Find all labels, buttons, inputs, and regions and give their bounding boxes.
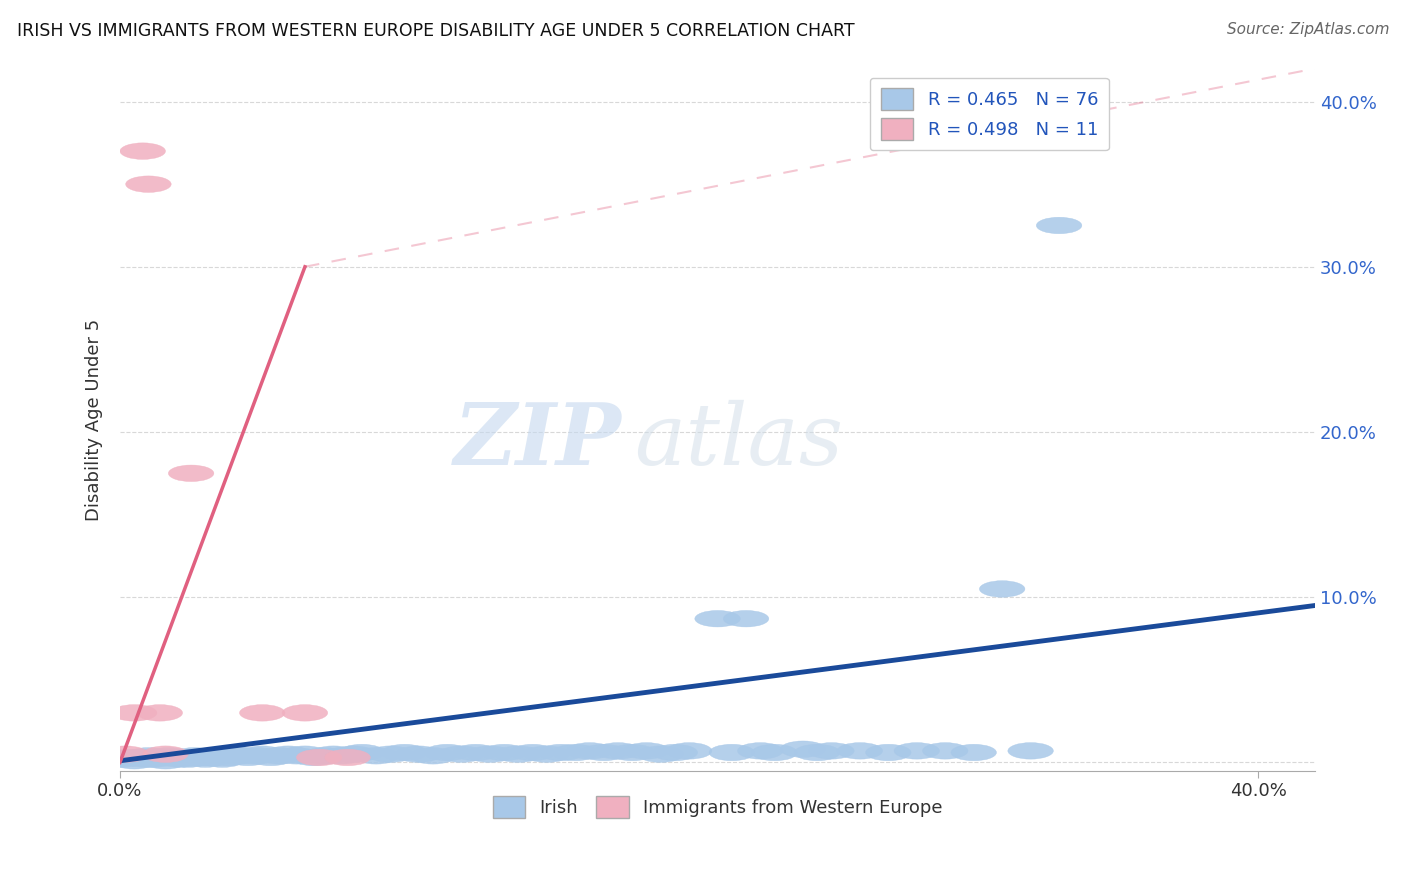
Ellipse shape — [382, 744, 427, 761]
Text: Source: ZipAtlas.com: Source: ZipAtlas.com — [1226, 22, 1389, 37]
Ellipse shape — [311, 746, 356, 763]
Ellipse shape — [120, 143, 166, 160]
Ellipse shape — [780, 741, 825, 757]
Ellipse shape — [166, 751, 211, 767]
Ellipse shape — [652, 744, 697, 761]
Ellipse shape — [122, 751, 169, 767]
Ellipse shape — [353, 747, 399, 764]
Ellipse shape — [233, 747, 280, 764]
Ellipse shape — [188, 749, 233, 765]
Ellipse shape — [425, 744, 470, 761]
Ellipse shape — [510, 744, 555, 761]
Ellipse shape — [183, 751, 228, 767]
Ellipse shape — [172, 747, 217, 764]
Ellipse shape — [1008, 743, 1053, 759]
Ellipse shape — [239, 705, 285, 721]
Ellipse shape — [169, 465, 214, 482]
Ellipse shape — [146, 747, 191, 764]
Ellipse shape — [837, 743, 883, 759]
Ellipse shape — [157, 751, 202, 767]
Ellipse shape — [794, 744, 839, 761]
Ellipse shape — [609, 744, 655, 761]
Ellipse shape — [709, 744, 755, 761]
Ellipse shape — [266, 746, 311, 763]
Ellipse shape — [225, 749, 271, 765]
Ellipse shape — [538, 744, 583, 761]
Text: ZIP: ZIP — [454, 399, 621, 483]
Ellipse shape — [980, 581, 1025, 598]
Ellipse shape — [291, 749, 336, 765]
Ellipse shape — [695, 610, 741, 627]
Ellipse shape — [256, 747, 302, 764]
Ellipse shape — [302, 747, 347, 764]
Ellipse shape — [723, 610, 769, 627]
Ellipse shape — [111, 753, 157, 769]
Ellipse shape — [111, 705, 157, 721]
Ellipse shape — [177, 749, 222, 765]
Ellipse shape — [136, 705, 183, 721]
Ellipse shape — [752, 744, 797, 761]
Ellipse shape — [117, 749, 163, 765]
Ellipse shape — [283, 746, 328, 763]
Ellipse shape — [211, 746, 256, 763]
Ellipse shape — [152, 749, 197, 765]
Ellipse shape — [160, 749, 205, 765]
Ellipse shape — [439, 746, 484, 763]
Ellipse shape — [524, 746, 569, 763]
Ellipse shape — [100, 751, 146, 767]
Ellipse shape — [339, 744, 385, 761]
Y-axis label: Disability Age Under 5: Disability Age Under 5 — [86, 318, 103, 521]
Ellipse shape — [808, 743, 855, 759]
Ellipse shape — [200, 751, 245, 767]
Ellipse shape — [136, 749, 183, 765]
Ellipse shape — [411, 747, 456, 764]
Ellipse shape — [495, 746, 541, 763]
Ellipse shape — [105, 749, 152, 765]
Ellipse shape — [297, 749, 342, 765]
Ellipse shape — [567, 743, 612, 759]
Ellipse shape — [666, 743, 711, 759]
Ellipse shape — [894, 743, 939, 759]
Text: atlas: atlas — [634, 400, 844, 482]
Ellipse shape — [330, 746, 375, 763]
Ellipse shape — [103, 746, 149, 763]
Legend: Irish, Immigrants from Western Europe: Irish, Immigrants from Western Europe — [485, 789, 950, 825]
Ellipse shape — [247, 749, 294, 765]
Ellipse shape — [143, 753, 188, 769]
Ellipse shape — [274, 747, 319, 764]
Ellipse shape — [481, 744, 527, 761]
Ellipse shape — [217, 747, 263, 764]
Ellipse shape — [624, 743, 669, 759]
Ellipse shape — [325, 749, 370, 765]
Ellipse shape — [125, 176, 172, 193]
Ellipse shape — [367, 746, 413, 763]
Ellipse shape — [131, 751, 177, 767]
Ellipse shape — [205, 749, 250, 765]
Ellipse shape — [553, 744, 598, 761]
Ellipse shape — [581, 744, 627, 761]
Ellipse shape — [319, 747, 364, 764]
Ellipse shape — [638, 746, 683, 763]
Text: IRISH VS IMMIGRANTS FROM WESTERN EUROPE DISABILITY AGE UNDER 5 CORRELATION CHART: IRISH VS IMMIGRANTS FROM WESTERN EUROPE … — [17, 22, 855, 40]
Ellipse shape — [467, 746, 513, 763]
Ellipse shape — [950, 744, 997, 761]
Ellipse shape — [283, 705, 328, 721]
Ellipse shape — [125, 747, 172, 764]
Ellipse shape — [866, 744, 911, 761]
Ellipse shape — [453, 744, 499, 761]
Ellipse shape — [239, 746, 285, 763]
Ellipse shape — [595, 743, 641, 759]
Ellipse shape — [738, 743, 783, 759]
Ellipse shape — [143, 746, 188, 763]
Ellipse shape — [194, 747, 239, 764]
Ellipse shape — [922, 743, 967, 759]
Ellipse shape — [1036, 218, 1081, 234]
Ellipse shape — [396, 746, 441, 763]
